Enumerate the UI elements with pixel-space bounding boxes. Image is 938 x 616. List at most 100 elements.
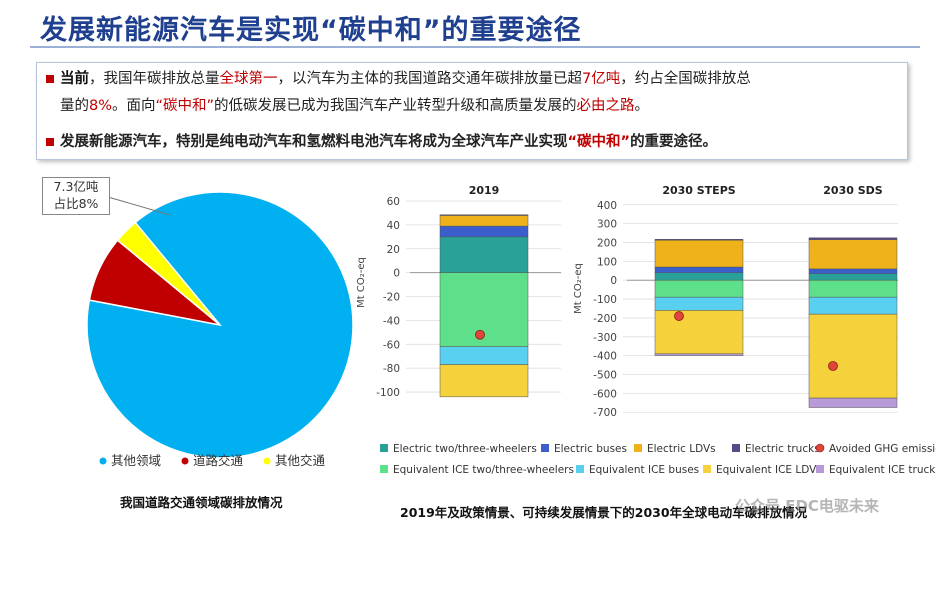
- caption-right-text: 2019年及政策情景、可持续发展情景下的2030年全球电动车: [400, 505, 745, 520]
- para1-highlight-4: “碳中和”: [155, 98, 215, 114]
- y-tick-label: -300: [593, 332, 617, 344]
- y-tick-label: 20: [387, 244, 400, 256]
- bar-segment: [808, 313, 898, 399]
- slide-title: 发展新能源汽车是实现“碳中和”的重要途径: [40, 15, 582, 46]
- summary-box: [36, 62, 908, 160]
- avoided-emissions-point: [475, 329, 485, 340]
- avoided-emissions-point: [674, 311, 684, 321]
- bar-legend-marker: [634, 444, 642, 452]
- bar-segment: [808, 279, 898, 298]
- pie-legend-marker: [99, 457, 107, 465]
- bar-segment: [654, 266, 744, 273]
- bar-legend-label: Equivalent ICE buses: [589, 464, 699, 476]
- pie-legend-label: 其他领域: [111, 453, 161, 468]
- pie-legend-marker: [181, 457, 189, 465]
- pie-callout: 7.3亿吨 占比8%: [42, 177, 110, 215]
- watermark: 公众号 EDC电驱未来: [735, 497, 879, 515]
- bar-segment: [808, 268, 898, 274]
- para1-text-3: ，约占全国碳排放总: [620, 71, 751, 87]
- panel-title: 2030 SDS: [823, 184, 882, 197]
- bar-legend-marker: [703, 465, 711, 473]
- y-tick-label: -500: [593, 370, 617, 382]
- y-tick-label: -400: [593, 351, 617, 363]
- callout-line-2: 占比8%: [53, 196, 99, 211]
- bar-legend-marker: [816, 465, 824, 473]
- pie-slice: [116, 221, 221, 326]
- y-tick-label: 100: [597, 256, 617, 268]
- bar-segment: [654, 239, 744, 241]
- para1-text-5: 。面向: [112, 98, 156, 114]
- y-tick-label: -700: [593, 407, 617, 419]
- y-tick-label: 0: [610, 275, 617, 287]
- y-tick-label: -600: [593, 388, 617, 400]
- para1-highlight-3: 8%: [89, 98, 113, 114]
- bar-legend-label: Avoided GHG emissions: [829, 443, 936, 455]
- y-tick-label: -20: [383, 292, 400, 304]
- pie-chart: [86, 191, 354, 459]
- bar-legend-label: Electric buses: [554, 443, 627, 455]
- bar-segment: [439, 215, 529, 227]
- para1-text-1: ，我国年碳排放总量: [89, 71, 220, 87]
- summary-paragraph-2: 发展新能源汽车，特别是纯电动汽车和氢燃料电池汽车将成为全球汽车产业实现“碳中和”…: [46, 129, 906, 156]
- para1-text-4: 量的: [60, 98, 89, 114]
- y-tick-label: 60: [387, 196, 400, 208]
- bar-legend-marker: [380, 465, 388, 473]
- y-tick-label: 300: [597, 219, 617, 231]
- bar-legend-marker: [380, 444, 388, 452]
- bar-segment: [654, 239, 744, 268]
- para1-text-6: 的低碳发展已成为我国汽车产业转型升级和高质量发展的: [214, 98, 577, 114]
- bar-segment: [439, 225, 529, 238]
- bar-legend-marker: [732, 444, 740, 452]
- caption-left: 我国道路交通领域碳排放情况: [120, 495, 283, 510]
- y-tick-label: -40: [383, 315, 400, 327]
- bar-legend-marker: [541, 444, 549, 452]
- bar-segment: [439, 214, 529, 216]
- title-underline: [30, 46, 920, 48]
- callout-leader: [107, 196, 171, 216]
- bar-legend-label: Electric LDVs: [647, 443, 716, 455]
- para1-highlight-2: 7亿吨: [582, 71, 621, 87]
- y-axis-label: Mt CO₂-eq: [356, 257, 367, 308]
- bar-legend-label: Equivalent ICE two/three-wheelers: [393, 464, 574, 476]
- bar-segment: [439, 346, 529, 365]
- para1-highlight-5: 必由之路: [576, 98, 635, 114]
- bullet-icon: [46, 75, 54, 83]
- y-tick-label: -80: [383, 363, 400, 375]
- bar-legend-marker: [815, 443, 825, 453]
- para2-text-1: 发展新能源汽车，特别是纯电动汽车和氢燃料电池汽车将成为全球汽车产业实现: [60, 134, 568, 150]
- y-tick-label: -100: [593, 294, 617, 306]
- bar-segment: [654, 353, 744, 356]
- callout-line-1: 7.3亿吨: [53, 179, 99, 194]
- bar-legend-label: Electric two/three-wheelers: [393, 443, 537, 455]
- bar-segment: [654, 296, 744, 311]
- bar-segment: [654, 272, 744, 281]
- bar-segment: [439, 236, 529, 273]
- para2-text-2: 的重要途径。: [630, 134, 718, 150]
- bar-legend-label: Electric trucks: [745, 443, 820, 455]
- para1-lead: 当前: [60, 71, 89, 87]
- y-tick-label: -100: [376, 387, 400, 399]
- panel-title: 2030 STEPS: [662, 184, 735, 197]
- caption-right-tail: 碳排放情况: [744, 505, 808, 520]
- panel-title: 2019: [469, 184, 500, 197]
- y-tick-label: 40: [387, 220, 400, 232]
- y-tick-label: 0: [393, 268, 400, 280]
- bar-segment: [808, 397, 898, 408]
- y-tick-label: 200: [597, 237, 617, 249]
- pie-legend-label: 道路交通: [193, 453, 244, 468]
- bar-legend-marker: [576, 465, 584, 473]
- bar-legend-label: Equivalent ICE LDVs: [716, 464, 822, 476]
- bar-segment: [808, 239, 898, 270]
- bar-segment: [439, 364, 529, 398]
- para1-text-7: 。: [634, 98, 650, 114]
- bar-segment: [654, 310, 744, 355]
- bar-legend-label: Equivalent ICE trucks: [829, 464, 936, 476]
- para2-highlight: “碳中和”: [567, 134, 631, 150]
- caption-right: 2019年及政策情景、可持续发展情景下的2030年全球电动车碳排放情况: [400, 502, 807, 521]
- y-tick-label: -200: [593, 313, 617, 325]
- y-tick-label: 400: [597, 200, 617, 212]
- para1-highlight-1: 全球第一: [219, 71, 278, 87]
- y-tick-label: -60: [383, 339, 400, 351]
- bar-segment: [654, 279, 744, 298]
